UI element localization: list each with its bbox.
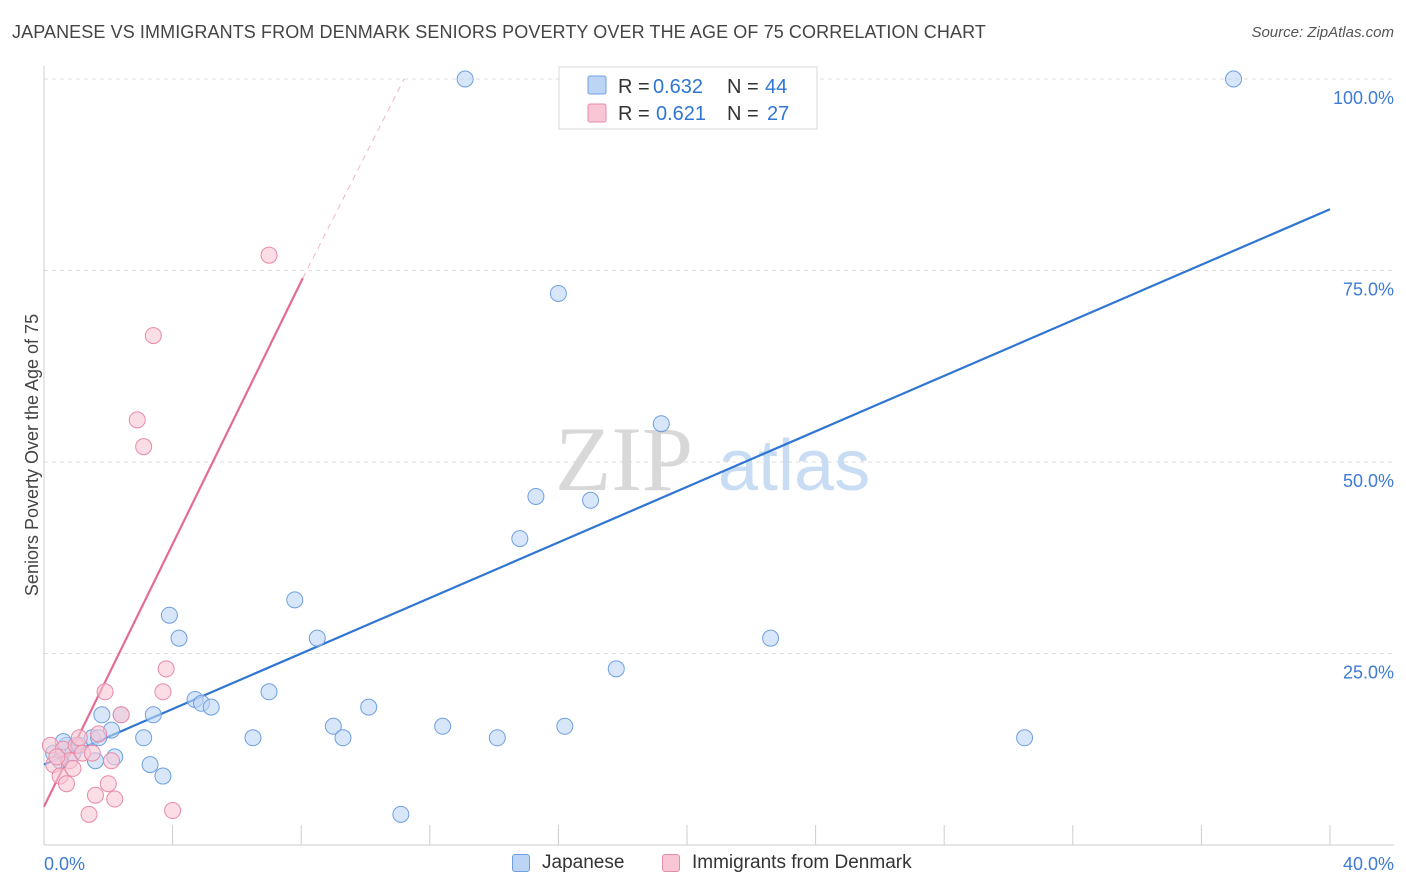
trend-layer <box>43 78 1331 808</box>
point-denmark-19 <box>135 438 153 456</box>
point-japanese-15 <box>154 767 172 785</box>
tick-labels: 0.0% 40.0% 25.0% 50.0% 75.0% 100.0% <box>44 88 1394 874</box>
point-japanese-17 <box>170 629 188 647</box>
trendline-extension-denmark <box>302 78 405 279</box>
point-denmark-11 <box>86 786 104 804</box>
point-denmark-13 <box>96 683 114 701</box>
point-japanese-34 <box>549 284 567 302</box>
point-japanese-30 <box>456 70 474 88</box>
point-japanese-20 <box>202 698 220 716</box>
point-japanese-24 <box>308 629 326 647</box>
legend-n-value-denmark: 27 <box>767 103 789 125</box>
point-japanese-42 <box>1225 70 1243 88</box>
bottom-legend-swatch-denmark <box>662 854 680 872</box>
legend-n-label-japanese: N = <box>727 76 759 98</box>
point-denmark-18 <box>128 411 146 429</box>
point-japanese-14 <box>144 706 162 724</box>
legend: R = 0.632 N = 44 R = 0.621 N = 27 <box>558 66 818 130</box>
x-tick-label-min: 0.0% <box>44 854 85 874</box>
point-japanese-12 <box>135 729 153 747</box>
y-tick-label-75: 75.0% <box>1343 280 1394 300</box>
trendline-japanese <box>43 208 1331 766</box>
point-denmark-25 <box>48 748 66 766</box>
trendline-denmark <box>43 277 304 808</box>
watermark: ZIP atlas <box>555 408 870 510</box>
point-japanese-41 <box>1016 729 1034 747</box>
bottom-legend-label-japanese: Japanese <box>542 852 625 873</box>
legend-n-value-japanese: 44 <box>765 76 787 98</box>
bottom-legend-swatch-japanese <box>512 854 530 872</box>
point-japanese-35 <box>556 717 574 735</box>
axes-layer <box>43 66 1394 846</box>
y-tick-label-25: 25.0% <box>1343 663 1394 683</box>
legend-r-label-denmark: R = <box>618 103 650 125</box>
y-tick-label-100: 100.0% <box>1333 88 1394 108</box>
point-japanese-37 <box>607 660 625 678</box>
legend-swatch-japanese <box>587 75 607 95</box>
bottom-legend-denmark: Immigrants from Denmark <box>662 852 912 874</box>
point-denmark-9 <box>80 805 98 823</box>
point-denmark-24 <box>260 246 278 264</box>
legend-swatch-denmark <box>587 103 607 123</box>
y-axis-label: Seniors Poverty Over the Age of 75 <box>22 314 42 596</box>
point-japanese-33 <box>527 487 545 505</box>
bottom-legend-japanese: Japanese <box>512 852 624 874</box>
point-denmark-26 <box>64 759 82 777</box>
point-denmark-4 <box>58 775 76 793</box>
watermark-zip: ZIP <box>555 408 693 510</box>
point-japanese-36 <box>582 491 600 509</box>
point-japanese-21 <box>244 729 262 747</box>
point-denmark-14 <box>99 775 117 793</box>
point-japanese-25 <box>324 717 342 735</box>
source-label: Source: ZipAtlas.com <box>1251 24 1394 41</box>
point-denmark-10 <box>83 744 101 762</box>
point-denmark-7 <box>70 729 88 747</box>
point-denmark-17 <box>112 706 130 724</box>
legend-n-label-denmark: N = <box>727 103 759 125</box>
point-denmark-22 <box>157 660 175 678</box>
point-japanese-28 <box>392 805 410 823</box>
bottom-legend-label-denmark: Immigrants from Denmark <box>692 852 912 873</box>
watermark-atlas: atlas <box>718 426 870 506</box>
point-japanese-13 <box>141 756 159 774</box>
point-japanese-40 <box>762 629 780 647</box>
point-japanese-27 <box>360 698 378 716</box>
point-denmark-21 <box>154 683 172 701</box>
grid-layer <box>44 78 1394 654</box>
bottom-legend: Japanese Immigrants from Denmark <box>0 852 1406 878</box>
point-japanese-38 <box>652 415 670 433</box>
point-japanese-23 <box>286 591 304 609</box>
point-denmark-20 <box>144 327 162 345</box>
point-denmark-15 <box>103 752 121 770</box>
point-denmark-12 <box>90 725 108 743</box>
point-japanese-8 <box>93 706 111 724</box>
chart-title: JAPANESE VS IMMIGRANTS FROM DENMARK SENI… <box>12 22 986 42</box>
point-denmark-23 <box>164 802 182 820</box>
point-japanese-22 <box>260 683 278 701</box>
y-tick-label-50: 50.0% <box>1343 471 1394 491</box>
point-japanese-32 <box>511 530 529 548</box>
point-japanese-26 <box>334 729 352 747</box>
point-japanese-29 <box>434 717 452 735</box>
legend-r-value-denmark: 0.621 <box>656 103 706 125</box>
x-tick-label-max: 40.0% <box>1343 854 1394 874</box>
point-denmark-16 <box>106 790 124 808</box>
legend-r-label-japanese: R = <box>618 76 650 98</box>
point-japanese-31 <box>488 729 506 747</box>
points-layer <box>41 70 1243 823</box>
point-japanese-16 <box>160 606 178 624</box>
legend-r-value-japanese: 0.632 <box>653 76 703 98</box>
